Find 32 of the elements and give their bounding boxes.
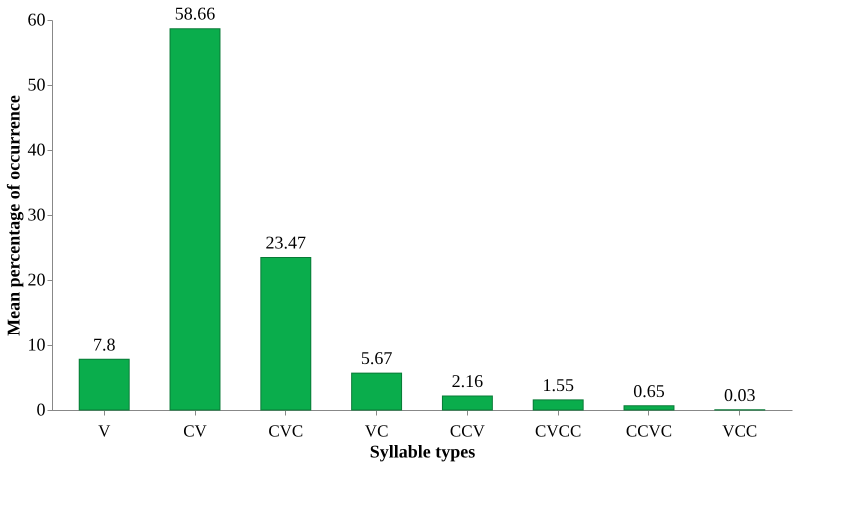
- bar: [78, 358, 130, 410]
- y-tick-label: 40: [28, 140, 46, 160]
- x-tick-label: CV: [183, 422, 208, 440]
- data-label: 7.8: [92, 334, 116, 354]
- data-label: 58.66: [174, 4, 216, 24]
- data-label: 2.16: [452, 370, 484, 391]
- data-label: 0.03: [724, 384, 756, 405]
- data-label: 0.65: [633, 380, 665, 401]
- x-tick-label: VCC: [722, 422, 758, 440]
- bar: [532, 399, 584, 410]
- x-tick-label: V: [98, 422, 112, 440]
- y-tick-label: 50: [28, 74, 46, 94]
- bar: [351, 372, 402, 410]
- y-tick-label: 20: [28, 270, 46, 290]
- y-tick-label: 10: [28, 334, 46, 354]
- y-axis-title: Mean percentage of occurrence: [4, 95, 24, 336]
- y-tick-label: 60: [28, 10, 46, 30]
- bar: [442, 395, 493, 410]
- x-tick-label: CVC: [268, 422, 304, 440]
- bar: [624, 405, 674, 410]
- x-tick-label: CCVC: [626, 422, 672, 440]
- data-label: 1.55: [542, 374, 574, 395]
- x-tick-label: CVCC: [535, 422, 582, 440]
- data-label: 5.67: [360, 348, 392, 368]
- x-tick-label: VC: [364, 422, 388, 440]
- y-tick-label: 30: [28, 204, 46, 224]
- bar: [260, 256, 312, 410]
- x-tick-label: CCV: [450, 422, 486, 440]
- data-label: 23.47: [266, 232, 306, 252]
- y-tick-label: 0: [36, 400, 46, 420]
- x-axis-title: Syllable types: [370, 442, 476, 462]
- bar: [170, 28, 220, 410]
